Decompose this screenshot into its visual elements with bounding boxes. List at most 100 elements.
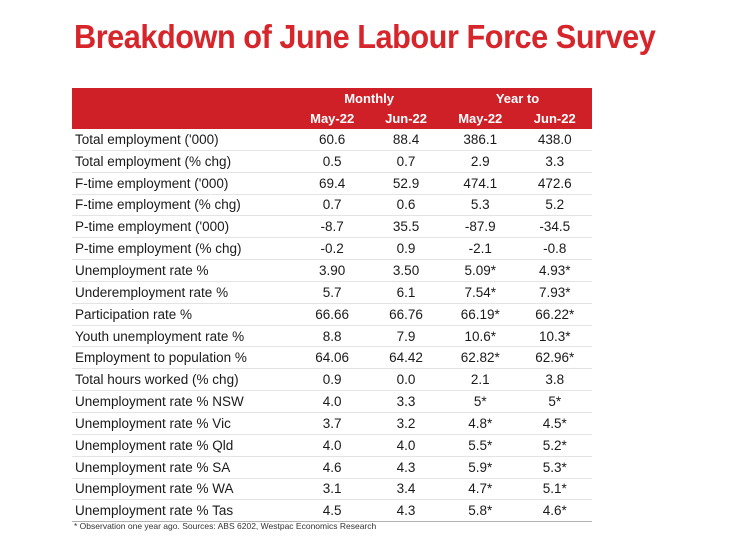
table-cell: 4.0 <box>295 434 370 457</box>
table-cell: 0.9 <box>295 368 370 392</box>
table-row: Unemployment rate % Qld 4.0 4.0 5.5* 5.2* <box>72 434 592 457</box>
row-label: Unemployment rate % SA <box>72 456 296 479</box>
table-row: Total hours worked (% chg) 0.9 0.0 2.1 3.8 <box>72 368 592 392</box>
table-cell: 5.8* <box>443 499 518 523</box>
row-label: Unemployment rate % Qld <box>72 434 296 457</box>
row-label: Unemployment rate % Tas <box>72 499 296 523</box>
column-header: Jun-22 <box>517 108 592 129</box>
row-label: Unemployment rate % Vic <box>72 412 296 435</box>
table-cell: 5.7 <box>295 281 370 304</box>
row-label: Employment to population % <box>72 346 296 370</box>
table-cell: 0.5 <box>295 150 370 173</box>
row-label: Unemployment rate % <box>72 259 296 282</box>
table-cell: 4.3 <box>369 499 444 523</box>
column-header: May-22 <box>443 108 518 129</box>
table-cell: 10.3* <box>517 325 592 348</box>
table-row: Unemployment rate % Vic 3.7 3.2 4.8* 4.5* <box>72 412 592 435</box>
table-row: Unemployment rate % 3.90 3.50 5.09* 4.93* <box>72 259 592 282</box>
table-cell: 66.19* <box>443 303 518 326</box>
table-row: Total employment (% chg) 0.5 0.7 2.9 3.3 <box>72 150 592 173</box>
table-cell: 3.7 <box>295 412 370 435</box>
table-cell: 4.0 <box>369 434 444 457</box>
table-cell: 5.3 <box>443 194 518 217</box>
row-label: Youth unemployment rate % <box>72 325 296 348</box>
table-row: F-time employment ('000) 69.4 52.9 474.1 472… <box>72 172 592 195</box>
header-empty <box>72 88 296 108</box>
table-cell: 10.6* <box>443 325 518 348</box>
table-row: Unemployment rate % SA 4.6 4.3 5.9* 5.3* <box>72 456 592 479</box>
table-cell: -0.8 <box>517 237 592 261</box>
table-cell: 66.66 <box>295 303 370 326</box>
table-cell: 4.0 <box>295 390 370 413</box>
group-header-row: Monthly Year to <box>72 88 592 108</box>
table-row: P-time employment ('000) -8.7 35.5 -87.9 -34… <box>72 215 592 239</box>
column-header-row: May-22 Jun-22 May-22 Jun-22 <box>72 108 592 129</box>
table-cell: -2.1 <box>443 237 518 261</box>
table-row: Unemployment rate % WA 3.1 3.4 4.7* 5.1* <box>72 478 592 501</box>
table-cell: 3.8 <box>517 368 592 392</box>
table-cell: 5.1* <box>517 478 592 501</box>
table-row: Participation rate % 66.66 66.76 66.19* 66.2… <box>72 303 592 326</box>
table-cell: 64.06 <box>295 346 370 370</box>
table-cell: -87.9 <box>443 215 518 239</box>
table-row: F-time employment (% chg) 0.7 0.6 5.3 5.2 <box>72 194 592 217</box>
row-label: Total hours worked (% chg) <box>72 368 296 392</box>
table-cell: 8.8 <box>295 325 370 348</box>
table-cell: 5* <box>517 390 592 413</box>
table-cell: 3.90 <box>295 259 370 282</box>
table-cell: 0.9 <box>369 237 444 261</box>
table-cell: 3.50 <box>369 259 444 282</box>
table-cell: 7.9 <box>369 325 444 348</box>
row-label: Unemployment rate % NSW <box>72 390 296 413</box>
table-row: Youth unemployment rate % 8.8 7.9 10.6* 10.3… <box>72 325 592 348</box>
group-header-monthly: Monthly <box>295 88 444 108</box>
labour-force-table: Monthly Year to May-22 Jun-22 May-22 Jun… <box>72 88 592 523</box>
table-cell: 62.82* <box>443 346 518 370</box>
table-cell: 472.6 <box>517 172 592 195</box>
table-cell: 7.93* <box>517 281 592 304</box>
table-cell: 0.6 <box>369 194 444 217</box>
table-cell: 4.7* <box>443 478 518 501</box>
table-row: Total employment ('000) 60.6 88.4 386.1 438.… <box>72 129 592 151</box>
table-row: Underemployment rate % 5.7 6.1 7.54* 7.93* <box>72 281 592 304</box>
row-label: F-time employment ('000) <box>72 172 296 195</box>
table-row: P-time employment (% chg) -0.2 0.9 -2.1 -0.8 <box>72 237 592 261</box>
row-label: Unemployment rate % WA <box>72 478 296 501</box>
table-cell: 52.9 <box>369 172 444 195</box>
row-label: F-time employment (% chg) <box>72 194 296 217</box>
table-cell: 5.5* <box>443 434 518 457</box>
table-cell: 2.1 <box>443 368 518 392</box>
footnote: * Observation one year ago. Sources: ABS… <box>74 521 377 531</box>
table-cell: 0.0 <box>369 368 444 392</box>
table-row: Unemployment rate % Tas 4.5 4.3 5.8* 4.6* <box>72 499 592 523</box>
table-cell: 5.09* <box>443 259 518 282</box>
table-cell: 4.3 <box>369 456 444 479</box>
table-cell: 474.1 <box>443 172 518 195</box>
table-row: Unemployment rate % NSW 4.0 3.3 5* 5* <box>72 390 592 413</box>
table-cell: -0.2 <box>295 237 370 261</box>
table-cell: 69.4 <box>295 172 370 195</box>
table-cell: 66.22* <box>517 303 592 326</box>
column-header: Jun-22 <box>369 108 444 129</box>
table-cell: 4.6 <box>295 456 370 479</box>
row-label: P-time employment (% chg) <box>72 237 296 261</box>
table-cell: 2.9 <box>443 150 518 173</box>
table-cell: -8.7 <box>295 215 370 239</box>
row-label: Participation rate % <box>72 303 296 326</box>
table-cell: 3.1 <box>295 478 370 501</box>
group-header-year-to: Year to <box>443 88 592 108</box>
table-cell: 60.6 <box>295 129 370 151</box>
column-header: May-22 <box>295 108 370 129</box>
row-label: P-time employment ('000) <box>72 215 296 239</box>
table-cell: 64.42 <box>369 346 444 370</box>
table-cell: 3.3 <box>517 150 592 173</box>
table-cell: 4.5* <box>517 412 592 435</box>
table-cell: 3.3 <box>369 390 444 413</box>
table-cell: 5.2 <box>517 194 592 217</box>
table-cell: 35.5 <box>369 215 444 239</box>
table-cell: 88.4 <box>369 129 444 151</box>
table-cell: 66.76 <box>369 303 444 326</box>
table-cell: 5.9* <box>443 456 518 479</box>
table-row: Employment to population % 64.06 64.42 62.8… <box>72 346 592 370</box>
table-cell: 0.7 <box>369 150 444 173</box>
